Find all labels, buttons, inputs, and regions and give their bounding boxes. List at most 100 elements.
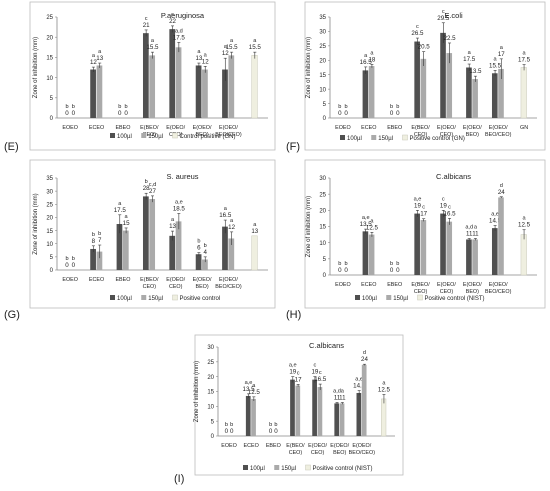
bar [466, 239, 472, 275]
legend-label: 150µl [393, 296, 408, 302]
y-tick-label: 10 [207, 405, 214, 411]
legend-swatch [141, 295, 147, 300]
significance-letter: a [474, 224, 478, 230]
x-tick-label: EOEO [62, 125, 78, 131]
x-tick-label: CEO) [169, 284, 183, 290]
significance-letter: a [370, 218, 374, 224]
data-label: 13 [195, 55, 202, 62]
significance-letter: a,e [414, 196, 422, 202]
y-tick-label: 0 [323, 116, 327, 122]
legend-label: Positive control [180, 296, 221, 302]
data-label: 0 [344, 110, 348, 117]
bar [491, 228, 498, 275]
data-label: 12.5 [248, 389, 261, 396]
significance-letter: a [118, 201, 122, 207]
bar [202, 259, 208, 270]
legend-swatch [371, 135, 377, 140]
bar [142, 196, 149, 270]
data-label: 17 [295, 376, 302, 383]
y-tick-label: 10 [46, 76, 53, 82]
y-tick-label: 15 [207, 390, 214, 396]
significance-letter: a [151, 38, 155, 44]
significance-letter: b [338, 261, 341, 267]
x-tick-label: E(OEO/ [489, 125, 508, 131]
significance-letter: a [224, 206, 228, 212]
y-tick-label: 15 [319, 73, 326, 79]
y-tick-label: 20 [319, 209, 326, 215]
x-tick-label: EOEO [62, 277, 78, 283]
significance-letter: a,d [333, 388, 341, 394]
significance-letter: b [390, 261, 393, 267]
bar [440, 32, 446, 118]
significance-letter: b [230, 422, 233, 428]
bar [290, 379, 295, 436]
bar [149, 199, 156, 270]
panel-frame [304, 1, 546, 151]
data-label: 17.5 [173, 34, 186, 41]
data-label: 0 [338, 267, 342, 274]
data-label: 27 [149, 188, 156, 195]
bar [202, 69, 208, 118]
x-tick-label: CEO) [414, 289, 428, 295]
data-label: 4 [204, 249, 208, 256]
significance-letter: b [390, 104, 393, 110]
y-tick-label: 5 [211, 419, 215, 425]
y-tick-label: 30 [319, 176, 326, 182]
panel-label: (F) [286, 141, 300, 153]
x-tick-label: E(OEO/ [219, 277, 238, 283]
data-label: 0 [118, 110, 122, 117]
chart-title: C.albicans [436, 172, 471, 181]
data-label: 15.5 [226, 44, 239, 51]
significance-letter: a [364, 53, 368, 59]
bar [472, 79, 478, 118]
data-label: 16.5 [444, 210, 457, 217]
x-tick-label: BEO) [195, 132, 208, 138]
significance-letter: a [252, 383, 256, 389]
bar [356, 392, 362, 436]
significance-letter: a [92, 53, 96, 59]
significance-letter: a [98, 49, 102, 55]
significance-letter: b [65, 256, 68, 262]
y-tick-label: 20 [46, 216, 53, 222]
x-tick-label: E(OEO/ [308, 443, 327, 449]
y-tick-label: 30 [207, 345, 214, 351]
data-label: 29.5 [437, 15, 450, 22]
data-label: 12 [202, 58, 209, 65]
bar [96, 65, 103, 118]
legend-label: 150µl [378, 136, 393, 142]
y-tick-label: 0 [50, 268, 54, 274]
bar [175, 47, 182, 118]
significance-letter: c [442, 196, 445, 202]
significance-letter: b [274, 422, 277, 428]
x-tick-label: BEO/CEO) [485, 132, 512, 138]
legend-label: 150µl [148, 296, 163, 302]
significance-letter: a [382, 380, 386, 386]
x-tick-label: E(BEO/ [411, 282, 430, 288]
data-label: 12.5 [378, 386, 391, 393]
data-label: 21 [143, 22, 150, 29]
data-label: 24 [498, 189, 505, 196]
bar [245, 395, 251, 436]
significance-letter: a [224, 44, 228, 50]
bar [96, 251, 103, 270]
bar [414, 213, 420, 275]
data-label: 26.5 [411, 30, 424, 37]
legend-label: Positive control (NIST) [425, 296, 485, 302]
x-tick-label: EOEO [335, 125, 351, 131]
data-label: 15 [123, 220, 130, 227]
data-label: 0 [65, 262, 69, 269]
data-label: 20.5 [418, 44, 431, 51]
data-label: 17.5 [114, 207, 127, 214]
data-label: 14.5 [353, 383, 366, 390]
x-tick-label: GN [520, 125, 528, 131]
y-tick-label: 5 [323, 102, 327, 108]
bar [149, 55, 156, 118]
y-tick-label: 15 [46, 56, 53, 62]
y-tick-label: 25 [207, 360, 214, 366]
x-tick-label: E(OEO/ [463, 125, 482, 131]
legend-label: Positive control (NIST) [313, 466, 373, 472]
x-tick-label: ECEO [89, 125, 104, 131]
significance-letter: c [171, 12, 174, 18]
significance-letter: a,e [245, 380, 253, 386]
bar [222, 69, 228, 118]
